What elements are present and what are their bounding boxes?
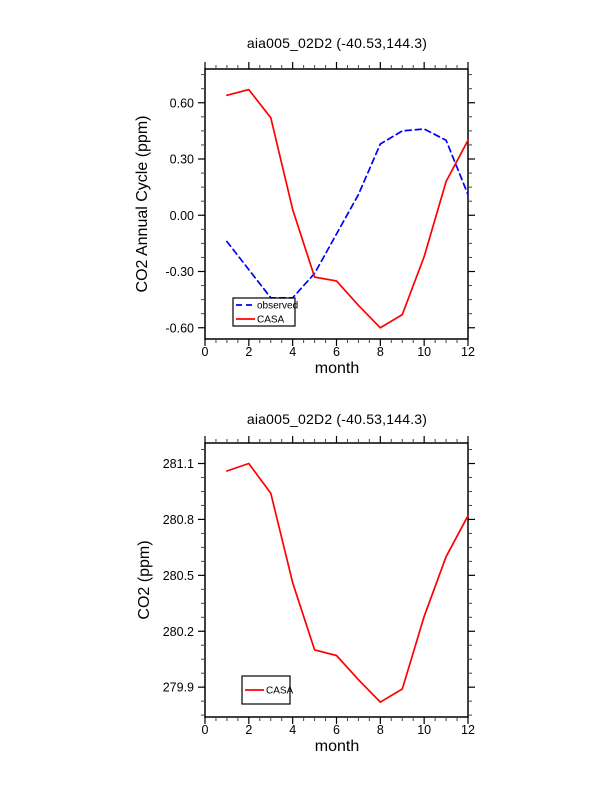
y-tick-label: 0.30: [170, 153, 194, 167]
series-line-CASA: [226, 462, 469, 703]
x-tick-label: 8: [377, 345, 384, 359]
legend-label: CASA: [266, 686, 294, 697]
x-tick-label: 12: [461, 345, 475, 359]
y-tick-label: 280.2: [163, 625, 194, 639]
y-tick-label: 280.8: [163, 513, 194, 527]
x-tick-label: 0: [202, 345, 209, 359]
x-tick-label: 2: [245, 345, 252, 359]
legend-box: [232, 297, 296, 327]
x-tick-label: 8: [377, 723, 384, 737]
y-tick-label: -0.30: [166, 265, 195, 279]
legend-box: [241, 675, 291, 705]
y-tick-label: 0.00: [170, 209, 194, 223]
x-tick-label: 10: [417, 723, 431, 737]
chart1-title: aia005_02D2 (-40.53,144.3): [246, 35, 428, 51]
x-tick-label: 4: [289, 345, 296, 359]
y-tick-label: 279.9: [163, 681, 194, 695]
x-tick-label: 6: [333, 723, 340, 737]
legend-label: CASA: [257, 315, 285, 326]
chart2-y-axis-label: CO2 (ppm): [136, 540, 153, 620]
x-tick-label: 10: [417, 345, 431, 359]
chart1-x-axis-label: month: [314, 360, 360, 377]
y-tick-label: -0.60: [166, 321, 195, 335]
y-tick-label: 280.5: [163, 569, 194, 583]
legend-label: observed: [257, 301, 298, 312]
y-tick-label: 0.60: [170, 96, 194, 110]
y-tick-label: 281.1: [163, 457, 194, 471]
series-line-observed: [226, 128, 469, 299]
chart2-x-axis-label: month: [314, 738, 360, 755]
series-line-CASA: [226, 88, 469, 329]
x-tick-label: 2: [245, 723, 252, 737]
x-tick-label: 6: [333, 345, 340, 359]
x-tick-label: 12: [461, 723, 475, 737]
x-tick-label: 4: [289, 723, 296, 737]
x-tick-label: 0: [202, 723, 209, 737]
chart1-y-axis-label: CO2 Annual Cycle (ppm): [134, 115, 151, 293]
chart2-title: aia005_02D2 (-40.53,144.3): [246, 411, 428, 427]
